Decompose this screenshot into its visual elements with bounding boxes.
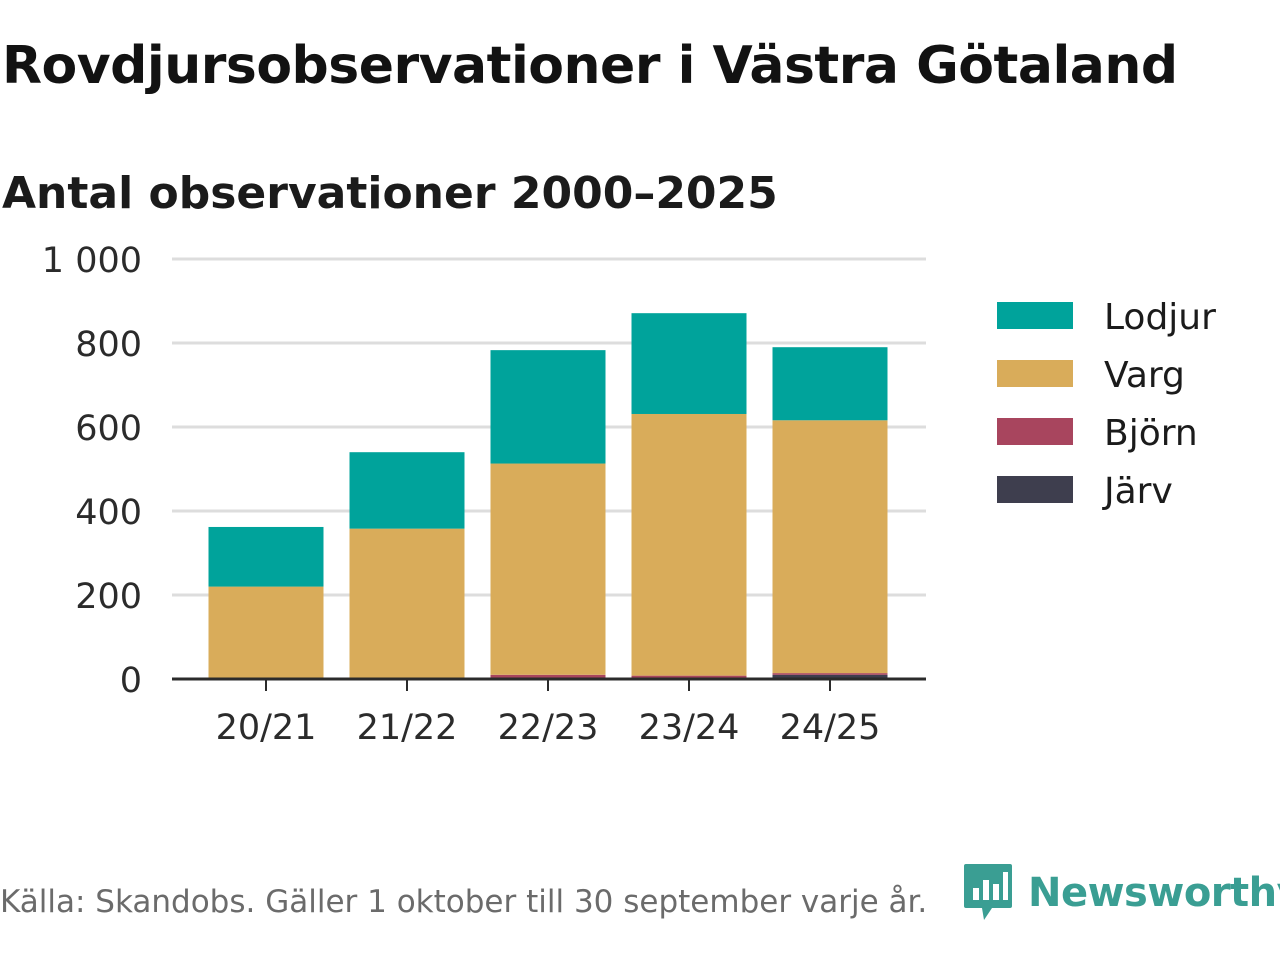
legend-label-björn: Björn: [1104, 413, 1198, 454]
x-tick-label: 21/22: [357, 708, 458, 748]
source-note: Källa: Skandobs. Gäller 1 oktober till 3…: [0, 884, 928, 920]
chart-title: Rovdjursobservationer i Västra Götaland: [2, 36, 1178, 96]
bar-björn-23-24: [631, 675, 747, 679]
legend-swatch-järv: [997, 476, 1073, 503]
bar-lodjur-20-21: [208, 526, 324, 587]
legend: Lodjur Varg Björn Järv: [997, 297, 1216, 512]
newsworthy-logo-icon: [964, 864, 1012, 920]
bar-lodjur-23-24: [631, 313, 747, 414]
y-tick-label: 400: [75, 493, 142, 533]
bar-varg-24-25: [772, 420, 888, 674]
x-tick-label: 20/21: [216, 708, 317, 748]
bar-lodjur-24-25: [772, 347, 888, 421]
legend-label-järv: Järv: [1102, 471, 1173, 512]
y-tick-label: 200: [75, 577, 142, 617]
bar-lodjur-22-23: [490, 350, 606, 464]
bar-björn-24-25: [772, 673, 888, 675]
bar-lodjur-21-22: [349, 452, 465, 529]
legend-label-lodjur: Lodjur: [1104, 297, 1216, 338]
legend-swatch-björn: [997, 418, 1073, 445]
brand-name: Newsworthy: [1028, 870, 1280, 916]
legend-swatch-lodjur: [997, 302, 1073, 329]
brand-logo: Newsworthy: [962, 862, 1280, 924]
bar-varg-20-21: [208, 586, 324, 679]
y-axis-ticks: 0 200 400 600 800 1 000: [42, 241, 142, 701]
x-tick-label: 22/23: [498, 708, 599, 748]
bar-järv-24-25: [772, 674, 888, 679]
chart-subtitle: Antal observationer 2000–2025: [2, 168, 778, 219]
y-tick-label: 0: [120, 661, 142, 701]
y-tick-label: 600: [75, 409, 142, 449]
bar-varg-22-23: [490, 463, 606, 675]
x-tick-label: 23/24: [639, 708, 740, 748]
y-tick-label: 800: [75, 325, 142, 365]
bar-varg-23-24: [631, 413, 747, 676]
y-tick-label: 1 000: [42, 241, 142, 281]
x-tick-label: 24/25: [780, 708, 881, 748]
bars: [208, 313, 888, 679]
bar-varg-21-22: [349, 528, 465, 679]
bar-björn-22-23: [490, 674, 606, 679]
legend-label-varg: Varg: [1104, 355, 1185, 396]
x-axis-ticks: 20/21 21/22 22/23 23/24 24/25: [216, 679, 881, 748]
legend-swatch-varg: [997, 360, 1073, 387]
